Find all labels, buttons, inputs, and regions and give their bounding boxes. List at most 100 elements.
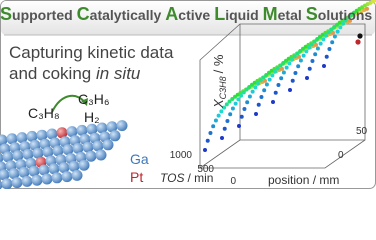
ga-atom xyxy=(0,152,4,164)
y-label-symbol: X xyxy=(211,98,226,109)
ga-atom xyxy=(76,124,88,136)
ga-atom xyxy=(48,163,60,175)
data-point xyxy=(267,77,272,82)
data-point xyxy=(287,61,292,66)
data-point xyxy=(254,112,258,116)
ga-atom xyxy=(58,162,70,174)
data-point xyxy=(352,10,356,15)
data-point xyxy=(293,70,298,75)
data-point xyxy=(261,75,266,80)
data-point xyxy=(305,76,309,80)
data-point xyxy=(256,81,261,86)
ga-atom xyxy=(85,150,97,162)
data-point xyxy=(315,37,320,42)
title-rest: etal xyxy=(277,7,302,23)
data-point xyxy=(332,34,337,39)
title-word: Catalytically xyxy=(77,4,162,24)
caption-text: and coking xyxy=(9,64,92,83)
data-point xyxy=(292,54,297,59)
ga-atom xyxy=(1,178,13,189)
data-point xyxy=(273,90,278,95)
canvas: C₃H₈ C₃H₆ H₂ Ga Pt XC3H8/ % 1000 500 0 T… xyxy=(0,0,376,189)
data-point xyxy=(242,106,247,111)
data-point xyxy=(349,13,354,18)
z-tick: 50 xyxy=(356,126,368,137)
data-point xyxy=(309,42,314,47)
ga-atom xyxy=(71,169,83,181)
data-point xyxy=(278,63,283,68)
ga-atom xyxy=(82,141,94,153)
data-point xyxy=(280,66,284,71)
data-point xyxy=(314,42,318,47)
y-label-unit: / % xyxy=(211,54,226,73)
title-word: Metal xyxy=(263,4,302,24)
title-rest: atalytically xyxy=(89,7,162,23)
ga-atom xyxy=(21,175,33,187)
ga-atom xyxy=(61,171,73,183)
data-point xyxy=(250,82,254,87)
ga-atom xyxy=(11,177,23,189)
pt-atom xyxy=(56,127,68,139)
graphic: C₃H₈ C₃H₆ H₂ Ga Pt XC3H8/ % 1000 500 0 T… xyxy=(0,0,376,189)
data-point xyxy=(338,25,343,30)
ga-atom xyxy=(116,120,128,132)
data-point xyxy=(312,39,317,44)
data-point xyxy=(211,124,216,129)
y-label: XC3H8 / % xyxy=(211,54,228,109)
data-point xyxy=(247,85,252,90)
data-point xyxy=(247,94,252,99)
data-point xyxy=(373,0,376,3)
ga-atom xyxy=(18,166,30,178)
data-point xyxy=(256,102,261,107)
title-word: Active xyxy=(165,4,210,24)
x-tick: 0 xyxy=(230,176,236,187)
ga-atom xyxy=(32,147,44,159)
data-point xyxy=(288,88,292,92)
y-label-sub: C3H8 xyxy=(218,76,228,99)
caption-italic: in situ xyxy=(95,64,141,83)
ga-atom xyxy=(51,172,63,184)
data-point xyxy=(290,57,295,62)
data-point xyxy=(357,33,363,39)
title: Supported Catalytically Active Liquid Metal S… xyxy=(0,4,376,25)
reactant: C₃H₈ xyxy=(28,105,60,121)
title-word: Liquid xyxy=(214,4,259,24)
data-point xyxy=(348,18,352,23)
data-point xyxy=(275,66,280,71)
title-rest: iquid xyxy=(225,7,259,23)
data-point xyxy=(301,46,305,51)
ga-atom xyxy=(6,133,18,145)
data-point xyxy=(239,93,244,98)
title-rest: upported xyxy=(12,7,73,23)
data-point xyxy=(331,30,335,35)
caption-line: Capturing kinetic data xyxy=(9,43,174,62)
ga-atom xyxy=(26,130,38,142)
ga-atom xyxy=(96,122,108,134)
data-point xyxy=(245,100,250,105)
product: H₂ xyxy=(84,109,100,125)
title-initial: S xyxy=(0,4,13,24)
ga-atom xyxy=(86,123,98,135)
data-point xyxy=(346,15,351,20)
page: C₃H₈ C₃H₆ H₂ Ga Pt XC3H8/ % 1000 500 0 T… xyxy=(0,0,376,189)
plot-frame xyxy=(198,23,366,169)
data-point xyxy=(264,82,269,87)
data-point xyxy=(284,65,289,70)
ga-atom xyxy=(62,144,74,156)
data-point xyxy=(322,64,326,68)
ga-atom xyxy=(92,140,104,152)
ga-atom xyxy=(102,139,114,151)
data-point xyxy=(241,90,246,95)
data-point xyxy=(224,102,229,107)
x-label-name: TOS xyxy=(160,171,184,185)
data-point xyxy=(343,18,348,23)
product: C₃H₆ xyxy=(78,91,110,107)
title-rest: olutions xyxy=(317,7,373,23)
ga-atom xyxy=(16,132,28,144)
ga-atom xyxy=(95,149,107,161)
data-point xyxy=(297,54,301,59)
data-point xyxy=(244,87,249,92)
data-point xyxy=(279,76,284,81)
data-point xyxy=(332,25,337,30)
data-point xyxy=(281,70,286,75)
